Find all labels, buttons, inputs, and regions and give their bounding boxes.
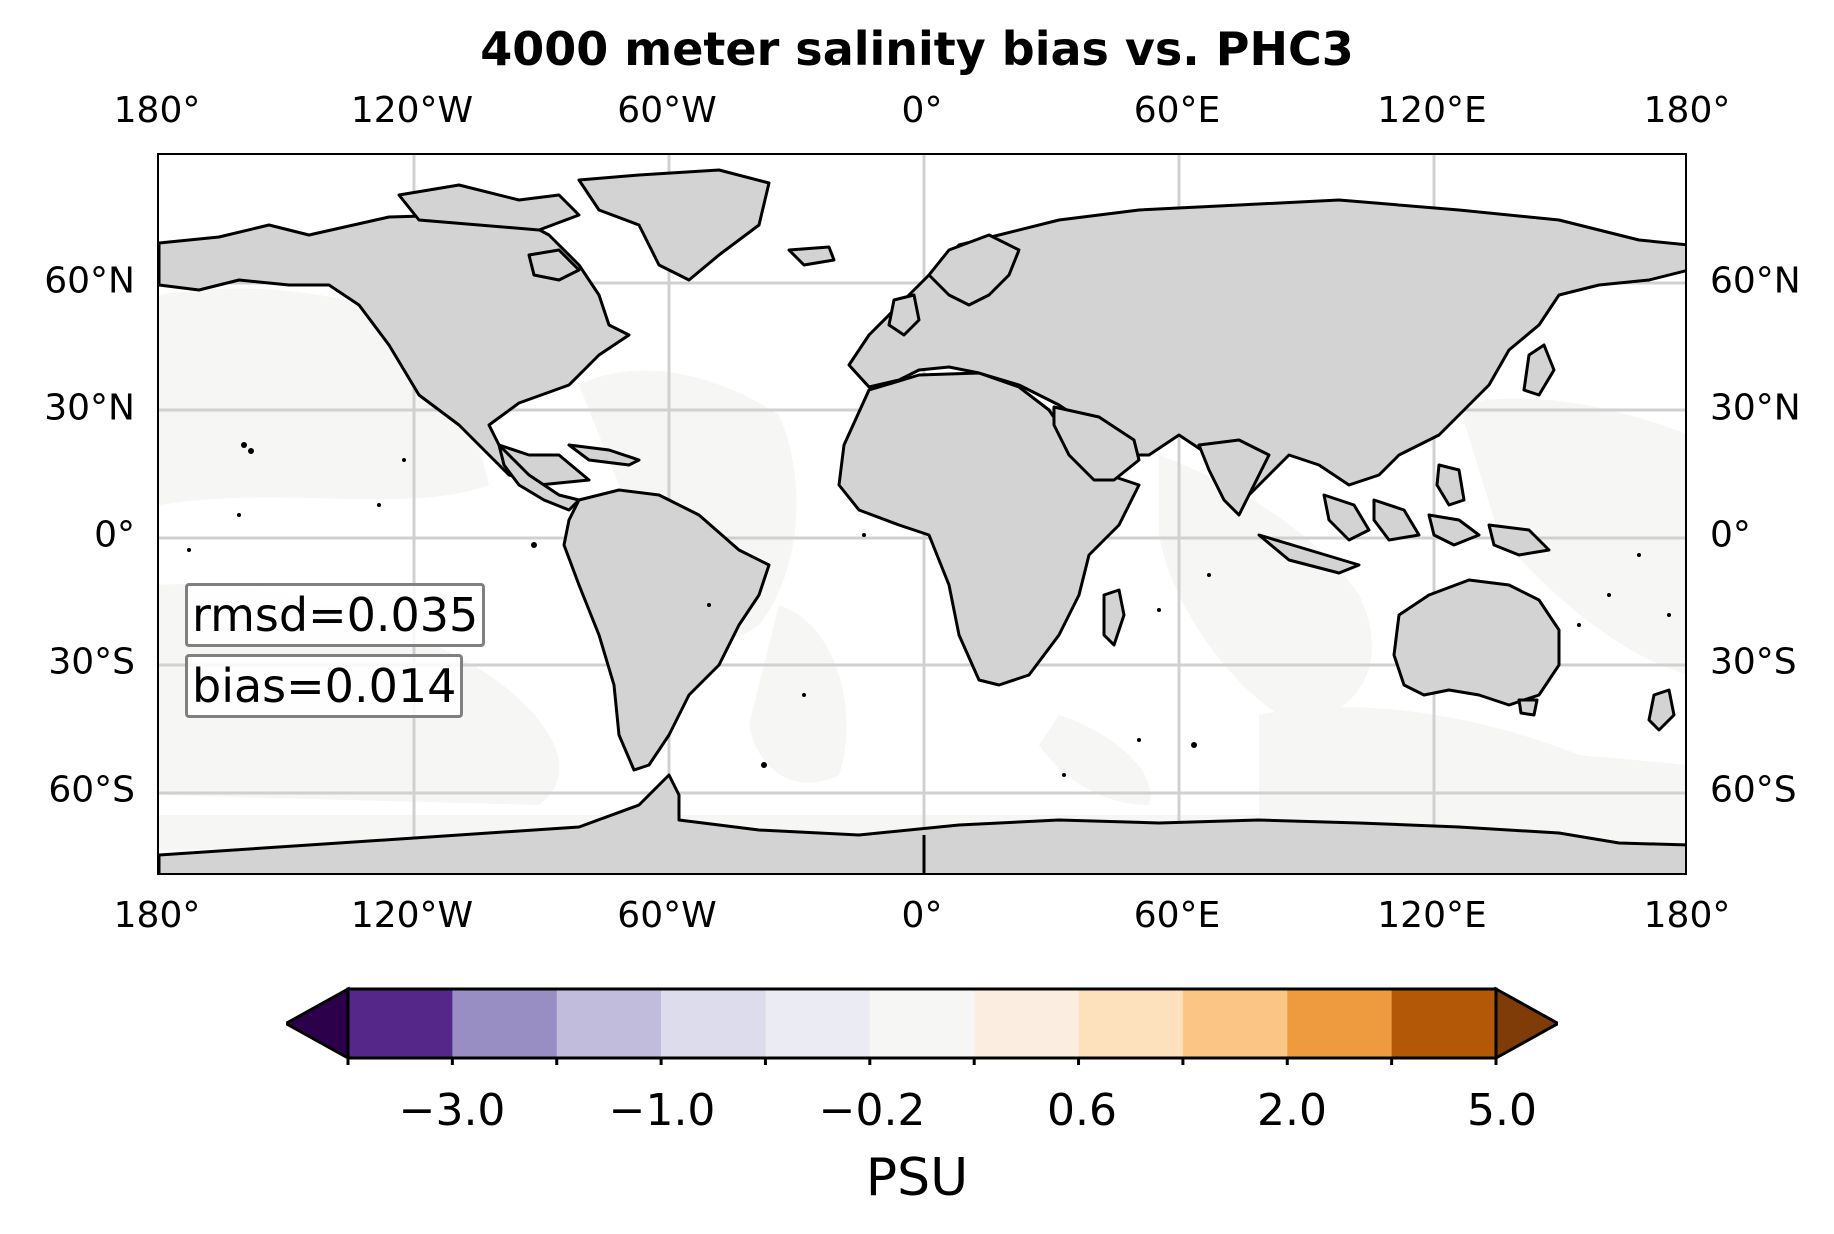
colorbar-segment [974,989,1080,1058]
australia [1392,578,1561,707]
colorbar-segment [348,989,453,1058]
arctic-islands [397,183,581,232]
lon-tick-bottom: 120°E [1377,895,1487,936]
lon-tick-bottom: 180° [113,895,201,936]
lon-tick-top: 60°W [617,90,717,131]
lat-tick-right: 0° [1710,514,1751,556]
lat-tick-left: 30°S [48,641,135,683]
colorbar-tick-label: −0.2 [818,1085,926,1136]
africa [837,371,1141,687]
lon-tick-bottom: 60°E [1133,895,1221,936]
colorbar-ticks [346,1058,1498,1065]
colorbar-segment [556,989,662,1058]
japan [1522,343,1556,397]
map-canvas [159,155,1685,873]
map-title: 4000 meter salinity bias vs. PHC3 [480,22,1354,76]
colorbar-segment [1078,989,1184,1058]
lat-tick-right: 60°N [1710,260,1801,302]
colorbar-segment [1391,989,1497,1058]
colorbar-tick-label: −3.0 [398,1085,506,1136]
small-islands [187,442,1671,777]
colorbar [286,986,1558,1065]
colorbar-extend-low [286,986,350,1061]
lon-tick-bottom: 0° [901,895,943,936]
colorbar-segment [765,989,871,1058]
scandinavia [927,233,1021,307]
lat-tick-left: 0° [94,514,135,556]
lat-tick-left: 30°N [44,387,135,429]
rmsd-label: rmsd=0.035 [185,583,486,647]
lat-tick-right: 30°N [1710,387,1801,429]
lat-tick-right: 60°S [1710,769,1797,811]
greenland [577,168,771,282]
lon-tick-bottom: 60°W [617,895,717,936]
colorbar-label: PSU [865,1148,969,1208]
colorbar-tick-label: 0.6 [1047,1085,1117,1136]
lon-tick-bottom: 120°W [350,895,474,936]
colorbar-tick-label: 2.0 [1257,1085,1327,1136]
lon-tick-top: 120°E [1377,90,1487,131]
lat-tick-right: 30°S [1710,641,1797,683]
colorbar-tick-label: 5.0 [1467,1085,1537,1136]
colorbar-segment [1182,989,1288,1058]
lon-tick-top: 60°E [1133,90,1221,131]
lat-tick-left: 60°N [44,260,135,302]
lon-tick-bottom: 180° [1643,895,1731,936]
lon-tick-top: 180° [1643,90,1731,131]
antarctica [159,773,1685,873]
colorbar-segment [1287,989,1393,1058]
iceland [787,245,836,267]
lon-tick-top: 0° [901,90,943,131]
colorbar-segment [869,989,975,1058]
land [159,168,1685,873]
world-map [157,153,1687,875]
colorbar-segment [452,989,558,1058]
lat-tick-left: 60°S [48,769,135,811]
india [1197,438,1271,517]
madagascar [1102,588,1126,647]
new-zealand [1647,688,1676,732]
south-america [562,488,771,772]
arabia [1052,405,1141,482]
colorbar-extend-high [1494,986,1558,1061]
lon-tick-top: 180° [113,90,201,131]
bias-label: bias=0.014 [185,654,464,718]
lon-tick-top: 120°W [350,90,474,131]
colorbar-segments [286,986,1558,1061]
colorbar-tick-label: −1.0 [608,1085,716,1136]
british-isles [887,293,921,337]
central-america [497,443,581,512]
colorbar-segment [661,989,766,1058]
